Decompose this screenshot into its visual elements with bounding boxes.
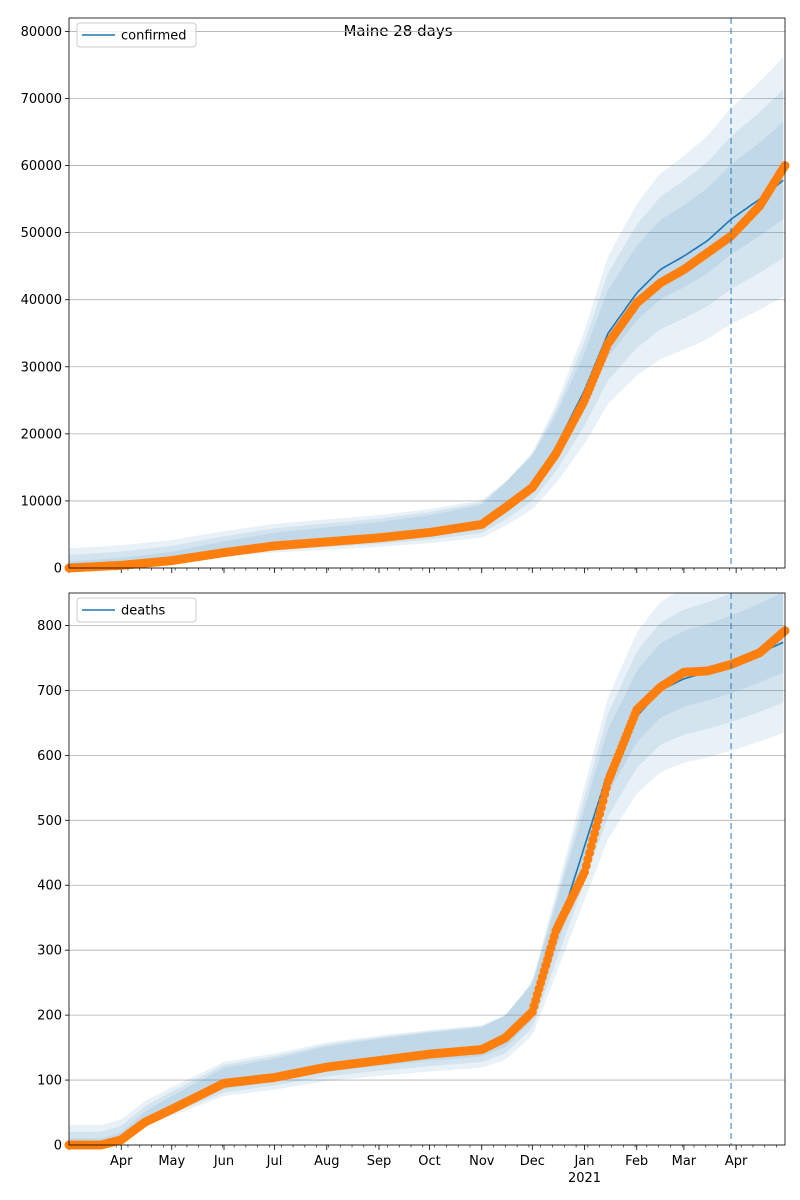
x-tick-label: Sep (367, 1154, 392, 1169)
y-tick-label: 200 (37, 1009, 62, 1024)
figure-title: Maine 28 days (343, 22, 452, 40)
y-tick-label: 700 (37, 684, 62, 699)
x-tick-label: Jun (213, 1154, 234, 1169)
y-tick-label: 40000 (21, 293, 62, 308)
y-tick-label: 400 (37, 879, 62, 894)
x-tick-label: Nov (469, 1154, 495, 1169)
confidence-band (69, 57, 784, 569)
y-tick-label: 80000 (21, 25, 62, 40)
y-tick-label: 800 (37, 619, 62, 634)
legend-label: deaths (121, 604, 166, 619)
legend-label: confirmed (121, 29, 187, 44)
legend: confirmed (76, 22, 197, 48)
y-tick-label: 0 (54, 562, 62, 577)
y-tick-label: 50000 (21, 226, 62, 241)
y-tick-label: 0 (54, 1139, 62, 1154)
x-tick-label: Mar (672, 1154, 697, 1169)
legend: deaths (76, 597, 197, 623)
legend-box (76, 597, 197, 623)
axes-frame (68, 17, 786, 569)
y-tick-label: 60000 (21, 159, 62, 174)
y-tick-label: 600 (37, 749, 62, 764)
y-tick-label: 70000 (21, 92, 62, 107)
confidence-band (69, 593, 784, 1145)
x-tick-label: Feb (625, 1154, 648, 1169)
x-tick-label: Jul (266, 1154, 283, 1169)
y-tick-label: 500 (37, 814, 62, 829)
deaths-panel: 0 100 200 300 400 500 600 700 800 deaths (37, 592, 790, 1154)
x-year-label: 2021 (568, 1171, 601, 1186)
y-tick-label: 300 (37, 944, 62, 959)
legend-box (76, 22, 197, 48)
y-tick-label: 30000 (21, 360, 62, 375)
y-tick-label: 20000 (21, 427, 62, 442)
confirmed-panel: 0 10000 20000 30000 40000 50000 60000 70000 8000… (21, 17, 790, 577)
axes-frame (68, 592, 786, 1146)
x-tick-label: May (158, 1154, 185, 1169)
x-tick-label: Apr (725, 1154, 748, 1169)
x-tick-label: Oct (418, 1154, 440, 1169)
y-tick-label: 10000 (21, 494, 62, 509)
x-tick-label: Aug (314, 1154, 339, 1169)
x-tick-label: Jan (573, 1154, 594, 1169)
confidence-band (69, 593, 784, 1145)
x-axis-labels: Apr May Jun Jul Aug Sep Oct Nov Dec Jan Feb Mar Apr 2… (110, 1154, 748, 1186)
x-tick-label: Dec (520, 1154, 545, 1169)
x-tick-label: Apr (110, 1154, 133, 1169)
y-tick-label: 100 (37, 1074, 62, 1089)
confidence-band (69, 89, 784, 568)
confidence-band (69, 593, 784, 1145)
